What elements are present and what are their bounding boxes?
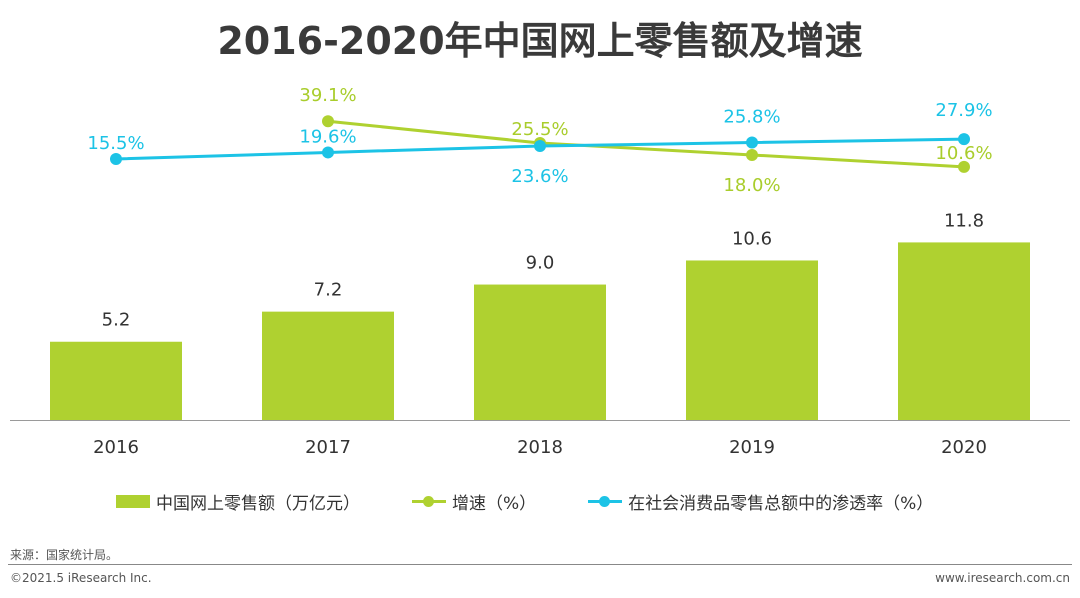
legend-label-sales: 中国网上零售额（万亿元） bbox=[156, 493, 360, 514]
copyright: ©2021.5 iResearch Inc. bbox=[10, 571, 152, 585]
x-tick-2020: 2020 bbox=[941, 437, 987, 458]
growth-point-2020 bbox=[958, 160, 970, 173]
x-tick-2017: 2017 bbox=[305, 437, 351, 458]
bar-2018 bbox=[474, 284, 606, 420]
chart-area: 5.2 7.2 9.0 10.6 11.8 2016 2017 2018 2019 2020 39.… bbox=[10, 85, 1070, 458]
penetration-point-2018 bbox=[534, 140, 546, 153]
legend: 中国网上零售额（万亿元） 增速（%） 在社会消费品零售总额中的渗透率（%） bbox=[116, 488, 1080, 514]
penetration-label-2018: 23.6% bbox=[511, 166, 568, 187]
x-tick-2016: 2016 bbox=[93, 437, 139, 458]
growth-label-2017: 39.1% bbox=[299, 85, 356, 106]
bar-label-2017: 7.2 bbox=[314, 280, 343, 301]
growth-label-2018: 25.5% bbox=[511, 119, 568, 140]
bar-2019 bbox=[686, 260, 818, 420]
bar-label-2019: 10.6 bbox=[732, 228, 772, 249]
chart-title: 2016-2020年中国网上零售额及增速 bbox=[217, 19, 863, 63]
website-link[interactable]: www.iresearch.com.cn bbox=[935, 571, 1070, 585]
footer-divider bbox=[8, 564, 1072, 565]
legend-item-sales: 中国网上零售额（万亿元） bbox=[116, 489, 360, 514]
legend-item-penetration: 在社会消费品零售总额中的渗透率（%） bbox=[588, 489, 933, 514]
bar-2017 bbox=[262, 311, 394, 420]
bar-label-2016: 5.2 bbox=[102, 310, 131, 331]
penetration-point-2016 bbox=[110, 153, 122, 165]
penetration-label-2019: 25.8% bbox=[723, 107, 780, 128]
source-note: 来源：国家统计局。 bbox=[10, 548, 119, 562]
bar-2020 bbox=[898, 242, 1030, 420]
legend-label-penetration: 在社会消费品零售总额中的渗透率（%） bbox=[628, 493, 934, 514]
bar-2016 bbox=[50, 341, 182, 420]
bar-label-2020: 11.8 bbox=[944, 210, 984, 231]
x-tick-2019: 2019 bbox=[729, 437, 775, 458]
growth-point-2019 bbox=[746, 149, 758, 161]
penetration-point-2020 bbox=[958, 133, 970, 146]
growth-label-2019: 18.0% bbox=[723, 175, 780, 196]
legend-swatch-penetration bbox=[588, 494, 623, 508]
growth-line bbox=[327, 119, 965, 169]
penetration-point-2019 bbox=[746, 136, 758, 149]
bar-label-2018: 9.0 bbox=[526, 253, 555, 274]
legend-swatch-bar bbox=[116, 494, 150, 508]
legend-label-growth: 增速（%） bbox=[452, 493, 537, 514]
growth-label-2020: 10.6% bbox=[935, 143, 992, 164]
x-tick-2018: 2018 bbox=[517, 437, 563, 458]
legend-item-growth: 增速（%） bbox=[412, 489, 536, 514]
penetration-point-2017 bbox=[322, 146, 334, 159]
growth-point-2017 bbox=[322, 115, 334, 128]
legend-swatch-growth bbox=[412, 494, 446, 508]
penetration-label-2016: 15.5% bbox=[87, 133, 144, 154]
penetration-label-2020: 27.9% bbox=[935, 100, 992, 121]
penetration-label-2017: 19.6% bbox=[299, 126, 356, 147]
